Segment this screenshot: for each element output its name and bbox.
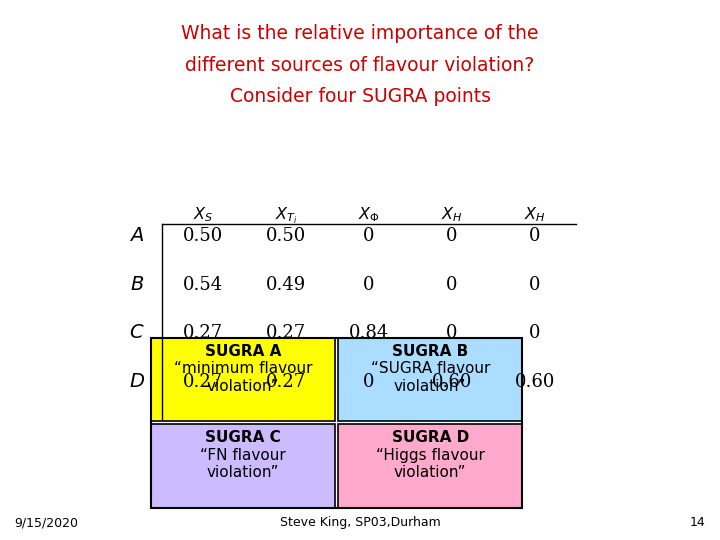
Text: 0.27: 0.27: [184, 325, 223, 342]
Text: $D$: $D$: [129, 373, 145, 391]
Text: SUGRA C: SUGRA C: [205, 430, 281, 445]
Text: What is the relative importance of the: What is the relative importance of the: [181, 24, 539, 43]
Text: “FN flavour
violation”: “FN flavour violation”: [200, 448, 286, 480]
Text: $A$: $A$: [130, 227, 144, 245]
Text: $X_{T_i}$: $X_{T_i}$: [275, 205, 297, 226]
Text: 0.49: 0.49: [266, 276, 306, 294]
Text: SUGRA B: SUGRA B: [392, 344, 468, 359]
Text: 0.27: 0.27: [266, 325, 306, 342]
Text: 0.60: 0.60: [514, 373, 555, 391]
Text: 0: 0: [364, 227, 374, 245]
Text: $X_S$: $X_S$: [193, 205, 214, 224]
Text: Consider four SUGRA points: Consider four SUGRA points: [230, 87, 490, 106]
Text: 0: 0: [529, 325, 540, 342]
Text: 0: 0: [446, 276, 457, 294]
Text: Steve King, SP03,Durham: Steve King, SP03,Durham: [279, 516, 441, 529]
Text: SUGRA D: SUGRA D: [392, 430, 469, 445]
Text: SUGRA A: SUGRA A: [204, 344, 282, 359]
Bar: [151, 424, 335, 508]
Text: different sources of flavour violation?: different sources of flavour violation?: [185, 56, 535, 75]
Text: 0.27: 0.27: [266, 373, 306, 391]
Bar: [151, 338, 335, 421]
Text: 0: 0: [364, 276, 374, 294]
Text: 0: 0: [529, 276, 540, 294]
Text: 0.50: 0.50: [184, 227, 223, 245]
Text: “SUGRA flavour
violation”: “SUGRA flavour violation”: [371, 361, 490, 394]
Text: $X_\Phi$: $X_\Phi$: [358, 205, 380, 224]
Text: 0.54: 0.54: [184, 276, 223, 294]
Text: “minimum flavour
violation”: “minimum flavour violation”: [174, 361, 312, 394]
Bar: [338, 424, 522, 508]
Text: $C$: $C$: [129, 325, 145, 342]
Text: 0: 0: [446, 325, 457, 342]
Bar: [338, 338, 522, 421]
Text: “Higgs flavour
violation”: “Higgs flavour violation”: [376, 448, 485, 480]
Bar: [151, 338, 522, 508]
Text: 14: 14: [690, 516, 706, 529]
Text: 0.27: 0.27: [184, 373, 223, 391]
Text: 0.84: 0.84: [349, 325, 389, 342]
Text: 0.50: 0.50: [266, 227, 306, 245]
Text: 9/15/2020: 9/15/2020: [14, 516, 78, 529]
Text: 0: 0: [529, 227, 540, 245]
Text: 0.60: 0.60: [431, 373, 472, 391]
Text: 0: 0: [364, 373, 374, 391]
Text: $B$: $B$: [130, 276, 144, 294]
Text: $X_H$: $X_H$: [441, 205, 463, 224]
Text: 0: 0: [446, 227, 457, 245]
Text: $X_H$: $X_H$: [523, 205, 546, 224]
